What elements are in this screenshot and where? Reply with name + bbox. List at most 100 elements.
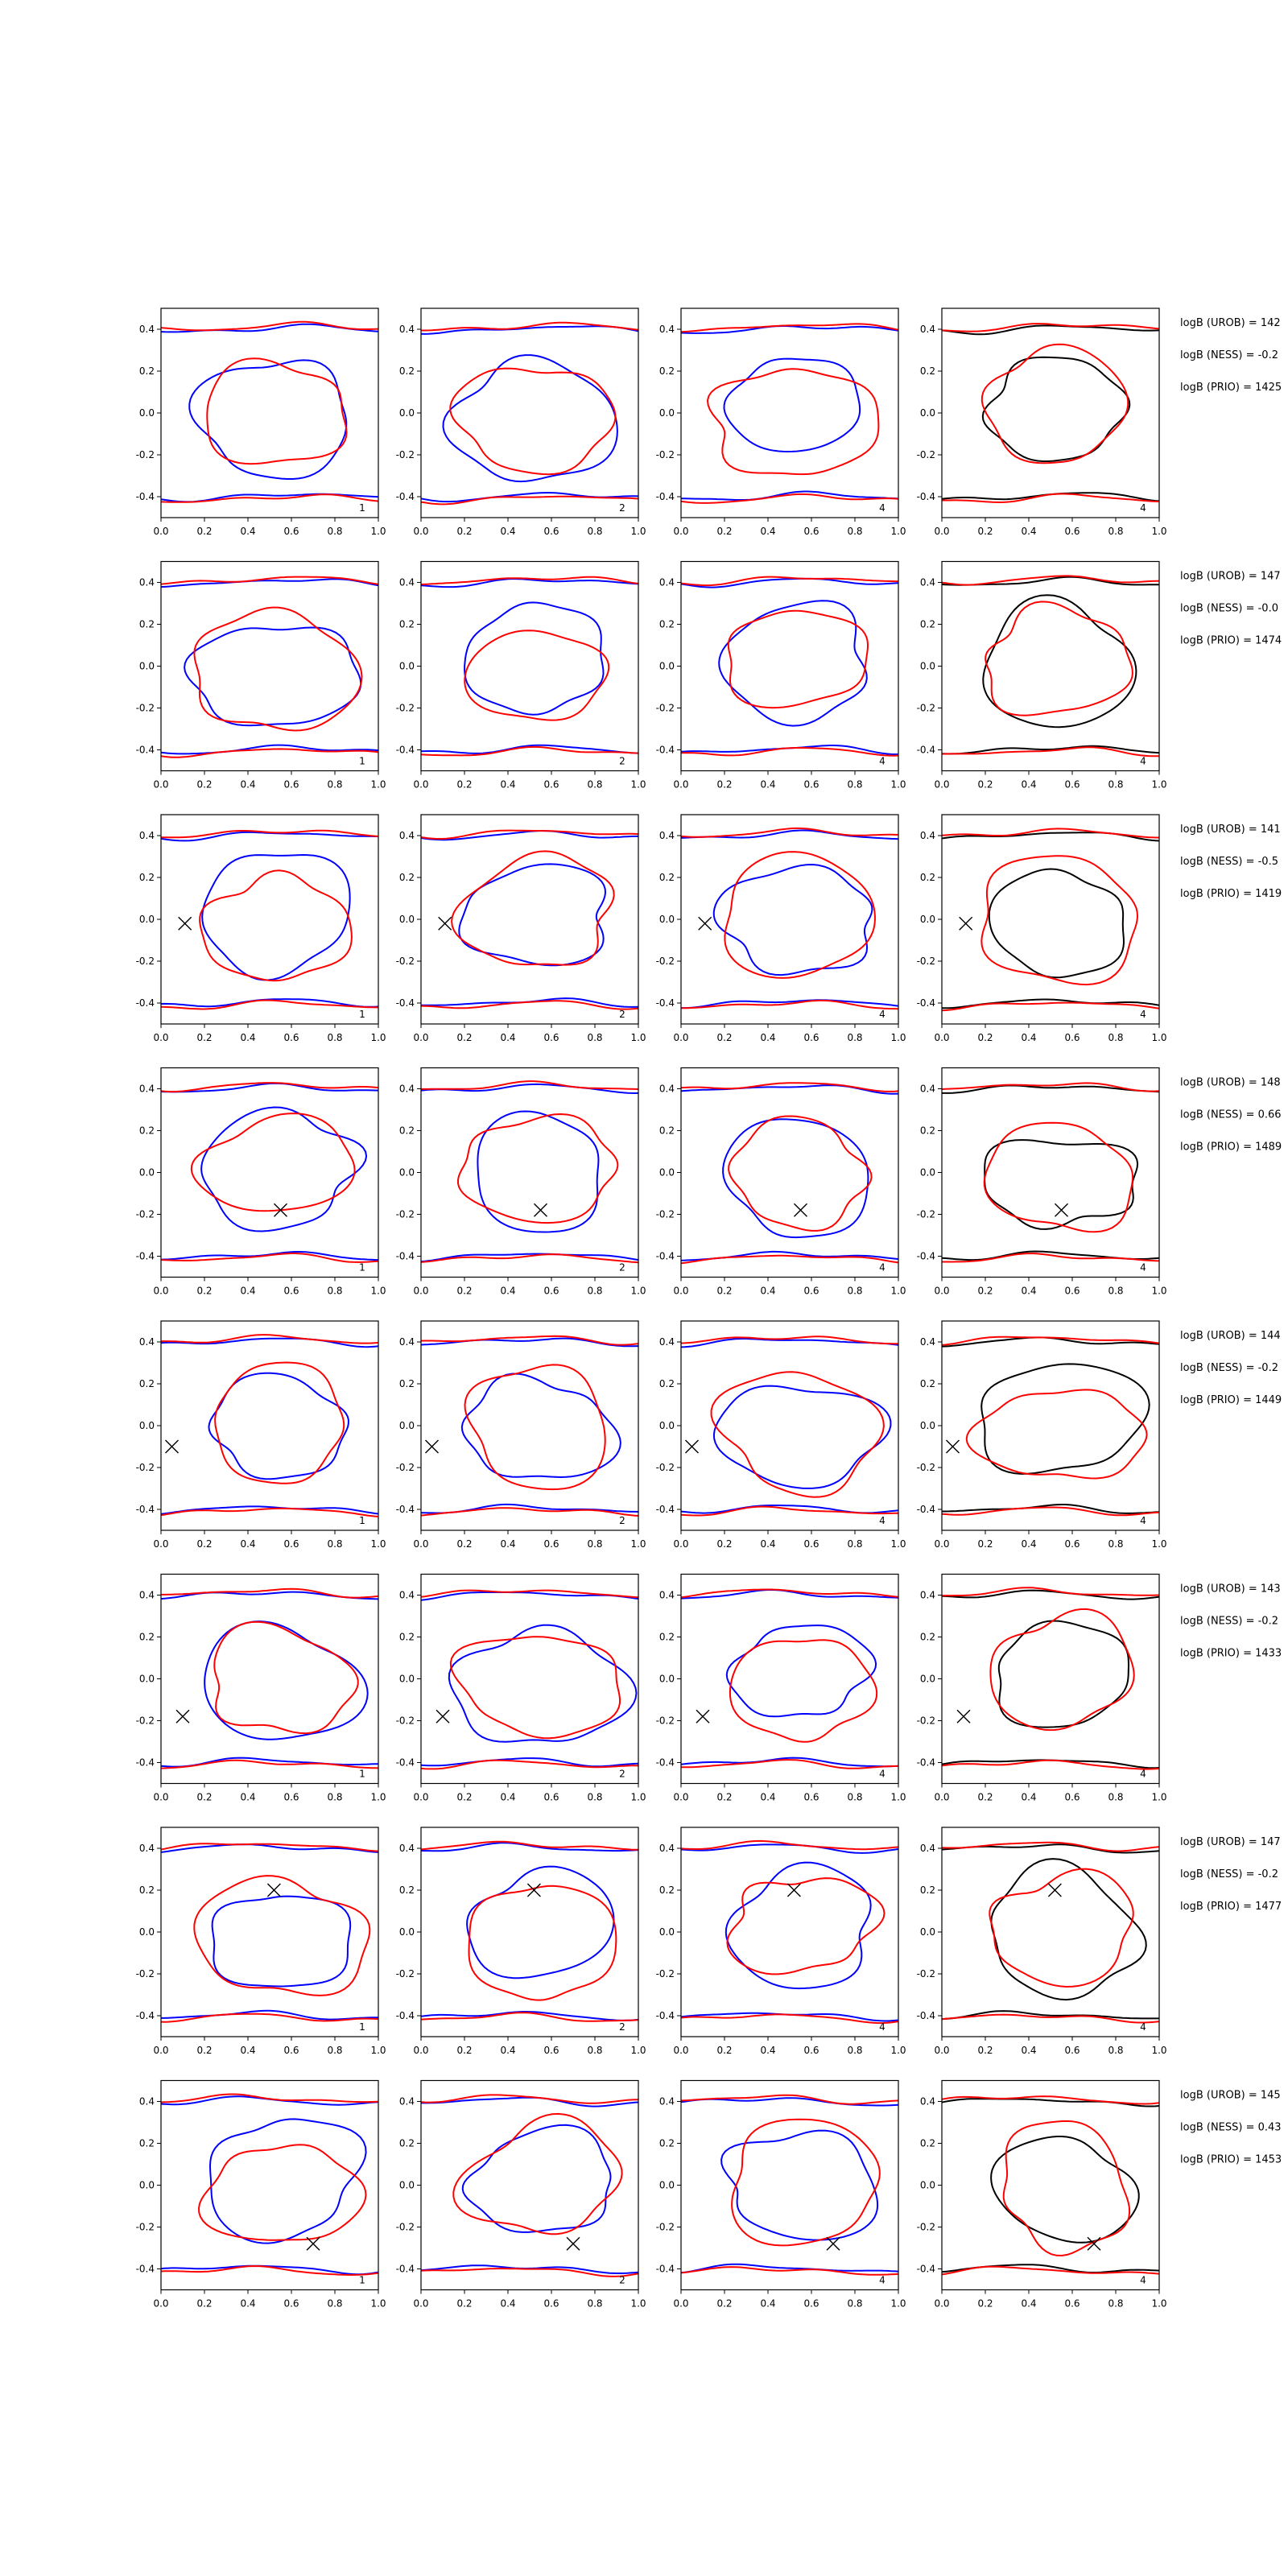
x-tick-label: 0.2 <box>196 2045 212 2056</box>
panel-index-label: 1 <box>359 2021 365 2033</box>
y-tick-label: -0.2 <box>396 1209 415 1220</box>
red-contour-inner <box>728 1115 873 1232</box>
x-tick-label: 1.0 <box>630 1032 646 1043</box>
black-contour-inner <box>982 594 1137 729</box>
x-tick-label: 1.0 <box>630 1792 646 1803</box>
panel-index-label: 1 <box>359 502 365 514</box>
axes-frame <box>160 1320 379 1531</box>
blue-contour-inner <box>200 1106 368 1232</box>
logb-annotation: logB (NESS) = 0.43 <box>1180 2122 1282 2134</box>
y-tick-label: 0.2 <box>659 1632 675 1643</box>
y-tick-label: 0.0 <box>139 2180 155 2191</box>
y-tick-label: 0.0 <box>399 1420 415 1431</box>
panel-r8-c2: 0.0 0.2 0.4 0.6 0.8 1.0 -0.4 -0.2 0.0 0.2 0.4 2 <box>396 2079 646 2310</box>
y-tick-label: 0.4 <box>920 2096 935 2107</box>
blue-contour-inner <box>188 359 348 480</box>
y-tick-label: 0.2 <box>920 1885 935 1896</box>
axes-frame <box>420 308 639 518</box>
y-tick-label: -0.4 <box>917 491 935 502</box>
black-contour-upper <box>942 324 1159 336</box>
red-contour-inner <box>726 1877 886 1975</box>
red-contour-lower <box>161 999 378 1010</box>
x-tick-label: 0.8 <box>327 1538 342 1550</box>
x-tick-label: 1.0 <box>890 2298 906 2310</box>
y-tick-label: 0.4 <box>920 1843 935 1854</box>
red-contour-inner <box>214 1361 345 1484</box>
blue-contour-upper <box>681 1589 898 1600</box>
panel-index-label: 1 <box>359 1515 365 1526</box>
axes-frame <box>160 814 379 1025</box>
red-contour-lower <box>681 747 898 757</box>
x-tick-label: 0.8 <box>327 526 342 537</box>
axes-frame <box>160 560 379 772</box>
red-contour-inner <box>464 1364 606 1491</box>
x-tick-label: 0.4 <box>760 1538 775 1550</box>
y-tick-label: 0.0 <box>399 2180 415 2191</box>
logb-annotation: logB (UROB) = 147 <box>1180 1836 1281 1848</box>
contour-lines <box>161 829 378 1010</box>
x-tick-label: 0.0 <box>153 1792 168 1803</box>
y-tick-label: 0.2 <box>399 1885 415 1896</box>
x-tick-label: 0.8 <box>847 1792 862 1803</box>
panel-index-label: 4 <box>1140 1515 1146 1526</box>
x-tick-label: 0.2 <box>977 2045 993 2056</box>
x-tick-label: 0.6 <box>283 2045 299 2056</box>
x-tick-label: 0.6 <box>283 1792 299 1803</box>
red-contour-upper <box>681 2094 898 2105</box>
y-tick-label: -0.4 <box>396 745 415 756</box>
red-contour-lower <box>421 1000 638 1010</box>
black-contour-upper <box>942 1084 1159 1094</box>
x-tick-label: 0.8 <box>587 1032 602 1043</box>
y-tick-label: 0.0 <box>139 407 155 419</box>
panel-r2-c2: 0.0 0.2 0.4 0.6 0.8 1.0 -0.4 -0.2 0.0 0.2 0.4 2 <box>396 560 646 791</box>
panel-index-label: 4 <box>879 1769 886 1780</box>
x-tick-label: 0.6 <box>803 1286 819 1297</box>
x-tick-label: 0.2 <box>196 526 212 537</box>
red-contour-inner <box>206 357 348 465</box>
y-tick-label: 0.4 <box>920 830 935 841</box>
y-tick-label: 0.0 <box>920 407 935 419</box>
x-tick-label: 0.6 <box>543 526 559 537</box>
x-tick-label: 0.2 <box>196 1792 212 1803</box>
blue-contour-lower <box>681 2263 898 2274</box>
x-tick-label: 0.4 <box>760 2045 775 2056</box>
red-contour-upper <box>942 828 1159 839</box>
x-tick-label: 0.0 <box>153 1538 168 1550</box>
contour-lines <box>421 1335 638 1517</box>
y-tick-label: -0.2 <box>656 956 675 967</box>
x-marker <box>534 1203 547 1217</box>
logb-annotation: logB (UROB) = 147 <box>1180 571 1281 583</box>
x-marker <box>266 1883 281 1897</box>
panel-r3-c4: 0.0 0.2 0.4 0.6 0.8 1.0 -0.4 -0.2 0.0 0.2 0.4 4 <box>917 814 1167 1043</box>
x-tick-label: 0.0 <box>413 1032 428 1043</box>
red-contour-lower <box>421 2268 638 2277</box>
x-marker <box>1087 2236 1101 2251</box>
panel-r7-c4: 0.0 0.2 0.4 0.6 0.8 1.0 -0.4 -0.2 0.0 0.2 0.4 4 <box>917 1827 1167 2056</box>
contour-lines <box>161 1334 378 1517</box>
y-tick-label: -0.4 <box>917 1251 935 1262</box>
x-marker <box>306 2236 320 2251</box>
x-tick-label: 0.8 <box>1108 1538 1123 1550</box>
blue-contour-upper <box>681 2097 898 2107</box>
blue-contour-lower <box>161 998 378 1008</box>
x-tick-label: 0.4 <box>500 2045 515 2056</box>
x-marker <box>1047 1883 1062 1897</box>
red-contour-lower <box>681 1254 898 1265</box>
y-tick-label: 0.2 <box>139 872 155 883</box>
y-tick-label: -0.4 <box>917 997 935 1009</box>
red-contour-inner <box>1002 2120 1131 2257</box>
contour-lines <box>161 2093 378 2276</box>
y-tick-label: 0.2 <box>659 365 675 377</box>
x-tick-label: 0.2 <box>977 779 993 791</box>
blue-contour-inner <box>201 853 351 981</box>
panel-index-label: 4 <box>1140 2275 1146 2286</box>
x-marker <box>1055 1203 1068 1217</box>
panel-index-label: 2 <box>619 2275 625 2286</box>
blue-contour-upper <box>421 578 638 588</box>
y-tick-label: -0.2 <box>136 1209 155 1220</box>
y-tick-label: 0.4 <box>399 324 415 335</box>
y-tick-label: 0.0 <box>920 1420 935 1431</box>
x-tick-label: 0.8 <box>587 1792 602 1803</box>
y-tick-label: 0.2 <box>139 1885 155 1896</box>
logb-annotation: logB (PRIO) = 1425 <box>1180 382 1282 394</box>
